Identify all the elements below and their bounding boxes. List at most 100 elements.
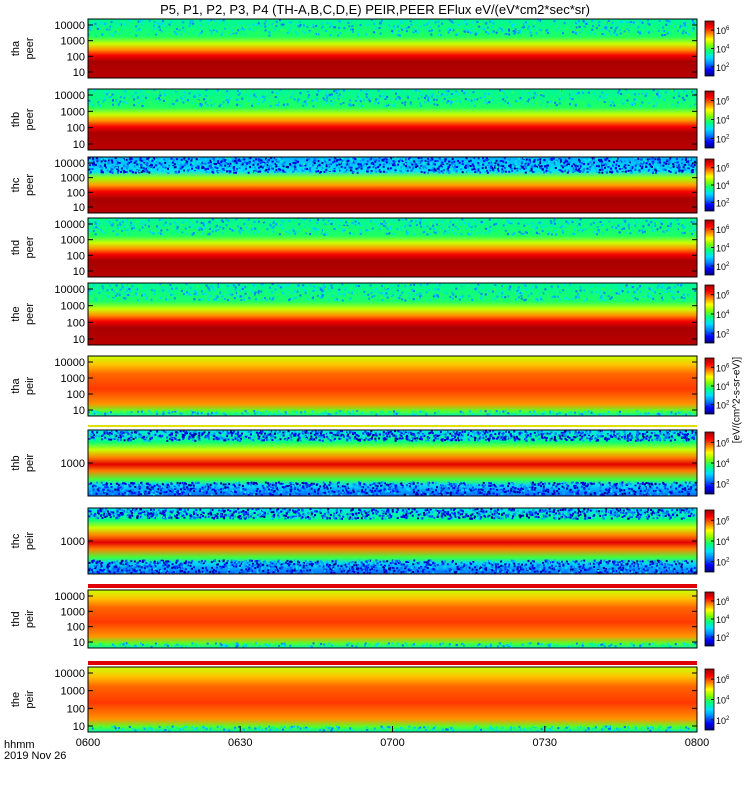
y-tick-label: 10 — [73, 334, 85, 346]
spectrogram-texture — [88, 430, 697, 496]
panel-frame — [87, 156, 698, 214]
chart-title: P5, P1, P2, P3, P4 (TH-A,B,C,D,E) PEIR,P… — [160, 2, 590, 17]
spectrogram-texture — [88, 218, 697, 236]
data-gap-bar — [88, 584, 697, 588]
y-tick-label: 1000 — [61, 36, 85, 48]
colorbar-tick-label: 104 — [716, 459, 730, 469]
spectrogram-texture — [88, 410, 692, 416]
spectrogram-texture — [88, 508, 697, 574]
colorbar-tick-labels: 102 104 106 — [711, 516, 730, 568]
colorbar-tick-label: 102 — [716, 63, 730, 73]
x-axis-units-label: hhmm — [4, 739, 35, 751]
panel-the-peer: 10 100 1000 10000 the peer 102 104 106 — [10, 282, 730, 346]
y-tick-label: 100 — [67, 51, 85, 63]
y-tick-labels: 10 100 1000 10000 — [54, 284, 697, 346]
y-tick-labels: 1000 — [61, 458, 697, 470]
y-tick-label: 10000 — [54, 219, 85, 231]
y-tick-label: 1000 — [61, 235, 85, 247]
colorbar-tick-label: 102 — [716, 329, 730, 339]
y-axis-product-label: peir — [24, 453, 36, 472]
y-axis-product-label: peir — [24, 376, 36, 395]
y-tick-label: 100 — [67, 622, 85, 634]
colorbar-tick-labels: 102 104 106 — [711, 291, 730, 339]
spectrogram-texture — [88, 283, 697, 302]
colorbar-tick-label: 102 — [716, 198, 730, 208]
colorbar-tick-label: 104 — [716, 181, 730, 191]
colorbar-tick-labels: 102 104 106 — [711, 26, 730, 73]
y-axis-product-label: peer — [24, 37, 36, 59]
y-tick-label: 100 — [67, 703, 85, 715]
colorbar-tick-label: 104 — [716, 45, 730, 55]
colorbar-tick-label: 102 — [716, 262, 730, 272]
colorbar-tick-label: 104 — [716, 696, 730, 706]
x-tick-label: 0630 — [228, 737, 252, 749]
colorbar-tick-label: 106 — [716, 597, 730, 607]
y-tick-labels: 10 100 1000 10000 — [54, 20, 697, 79]
y-tick-label: 10 — [73, 405, 85, 417]
y-tick-label: 1000 — [61, 536, 85, 548]
y-tick-label: 10000 — [54, 20, 85, 32]
panel-tha-peir: 10 100 1000 10000 tha peir 102 104 106 — [10, 355, 730, 417]
y-tick-label: 100 — [67, 317, 85, 329]
y-tick-label: 10000 — [54, 284, 85, 296]
y-tick-labels: 10 100 1000 10000 — [54, 90, 697, 151]
colorbar-tick-label: 104 — [716, 382, 730, 392]
data-gap-bar — [88, 425, 697, 427]
colorbar-tick-label: 104 — [716, 310, 730, 320]
colorbar-tick-label: 106 — [716, 675, 730, 685]
panel-thb-peer: 10 100 1000 10000 thb peer 102 104 106 — [10, 88, 730, 151]
colorbar-tick-labels: 102 104 106 — [711, 438, 730, 490]
colorbar-tick-label: 106 — [716, 97, 730, 107]
y-axis-probe-label: thb — [10, 455, 22, 470]
panel-frame — [87, 217, 698, 278]
spectrogram-texture — [88, 89, 697, 108]
colorbar-tick-label: 106 — [716, 516, 730, 526]
y-axis-probe-label: tha — [10, 377, 22, 393]
y-axis-probe-label: thc — [10, 177, 22, 192]
y-tick-label: 100 — [67, 250, 85, 262]
y-axis-product-label: peer — [24, 108, 36, 130]
colorbar-tick-labels: 102 104 106 — [711, 363, 730, 411]
colorbar-tick-label: 106 — [716, 438, 730, 448]
panel-thb-peir: 1000 thb peir 102 104 106 — [10, 429, 730, 497]
x-axis-date-label: 2019 Nov 26 — [4, 750, 67, 762]
spectrogram-fill — [88, 356, 697, 416]
spectrogram-texture — [89, 725, 690, 732]
y-tick-label: 10000 — [54, 158, 85, 170]
y-axis-probe-label: the — [10, 306, 22, 321]
y-tick-label: 1000 — [61, 458, 85, 470]
y-tick-label: 10000 — [54, 90, 85, 102]
colorbar-tick-labels: 102 104 106 — [711, 225, 730, 272]
colorbar-tick-labels: 102 104 106 — [711, 97, 730, 145]
colorbar-tick-label: 106 — [716, 164, 730, 174]
y-axis-probe-label: tha — [10, 40, 22, 56]
colorbar-tick-labels: 102 104 106 — [711, 597, 730, 643]
y-tick-label: 1000 — [61, 373, 85, 385]
colorbar-tick-label: 102 — [716, 633, 730, 643]
y-axis-product-label: peir — [24, 690, 36, 709]
panel-the-peir: 10 100 1000 10000 the peir 102 104 106 — [10, 666, 730, 733]
panel-frame — [87, 282, 698, 346]
y-tick-labels: 10 100 1000 10000 — [54, 357, 697, 417]
x-tick-label: 0600 — [76, 737, 100, 749]
panel-frame — [87, 88, 698, 151]
y-tick-label: 10 — [73, 637, 85, 649]
colorbar-tick-label: 104 — [716, 244, 730, 254]
y-tick-label: 100 — [67, 123, 85, 135]
y-tick-label: 1000 — [61, 106, 85, 118]
colorbar-units-label: [eV/(cm^2-s-sr-eV)] — [731, 356, 743, 444]
panel-thc-peer: 10 100 1000 10000 thc peer 102 104 106 — [10, 156, 730, 214]
spectrogram-texture — [88, 19, 695, 37]
colorbar-tick-label: 102 — [716, 716, 730, 726]
y-axis-product-label: peer — [24, 303, 36, 325]
spectrogram-fill — [88, 590, 697, 648]
y-axis-probe-label: thd — [10, 611, 22, 626]
spectrogram-fill — [88, 667, 697, 732]
y-tick-label: 1000 — [61, 173, 85, 185]
spectrogram-fill — [88, 19, 697, 78]
colorbar-tick-label: 106 — [716, 26, 730, 36]
y-axis-product-label: peer — [24, 174, 36, 196]
spectrogram-texture — [90, 642, 697, 648]
colorbar-tick-label: 106 — [716, 291, 730, 301]
